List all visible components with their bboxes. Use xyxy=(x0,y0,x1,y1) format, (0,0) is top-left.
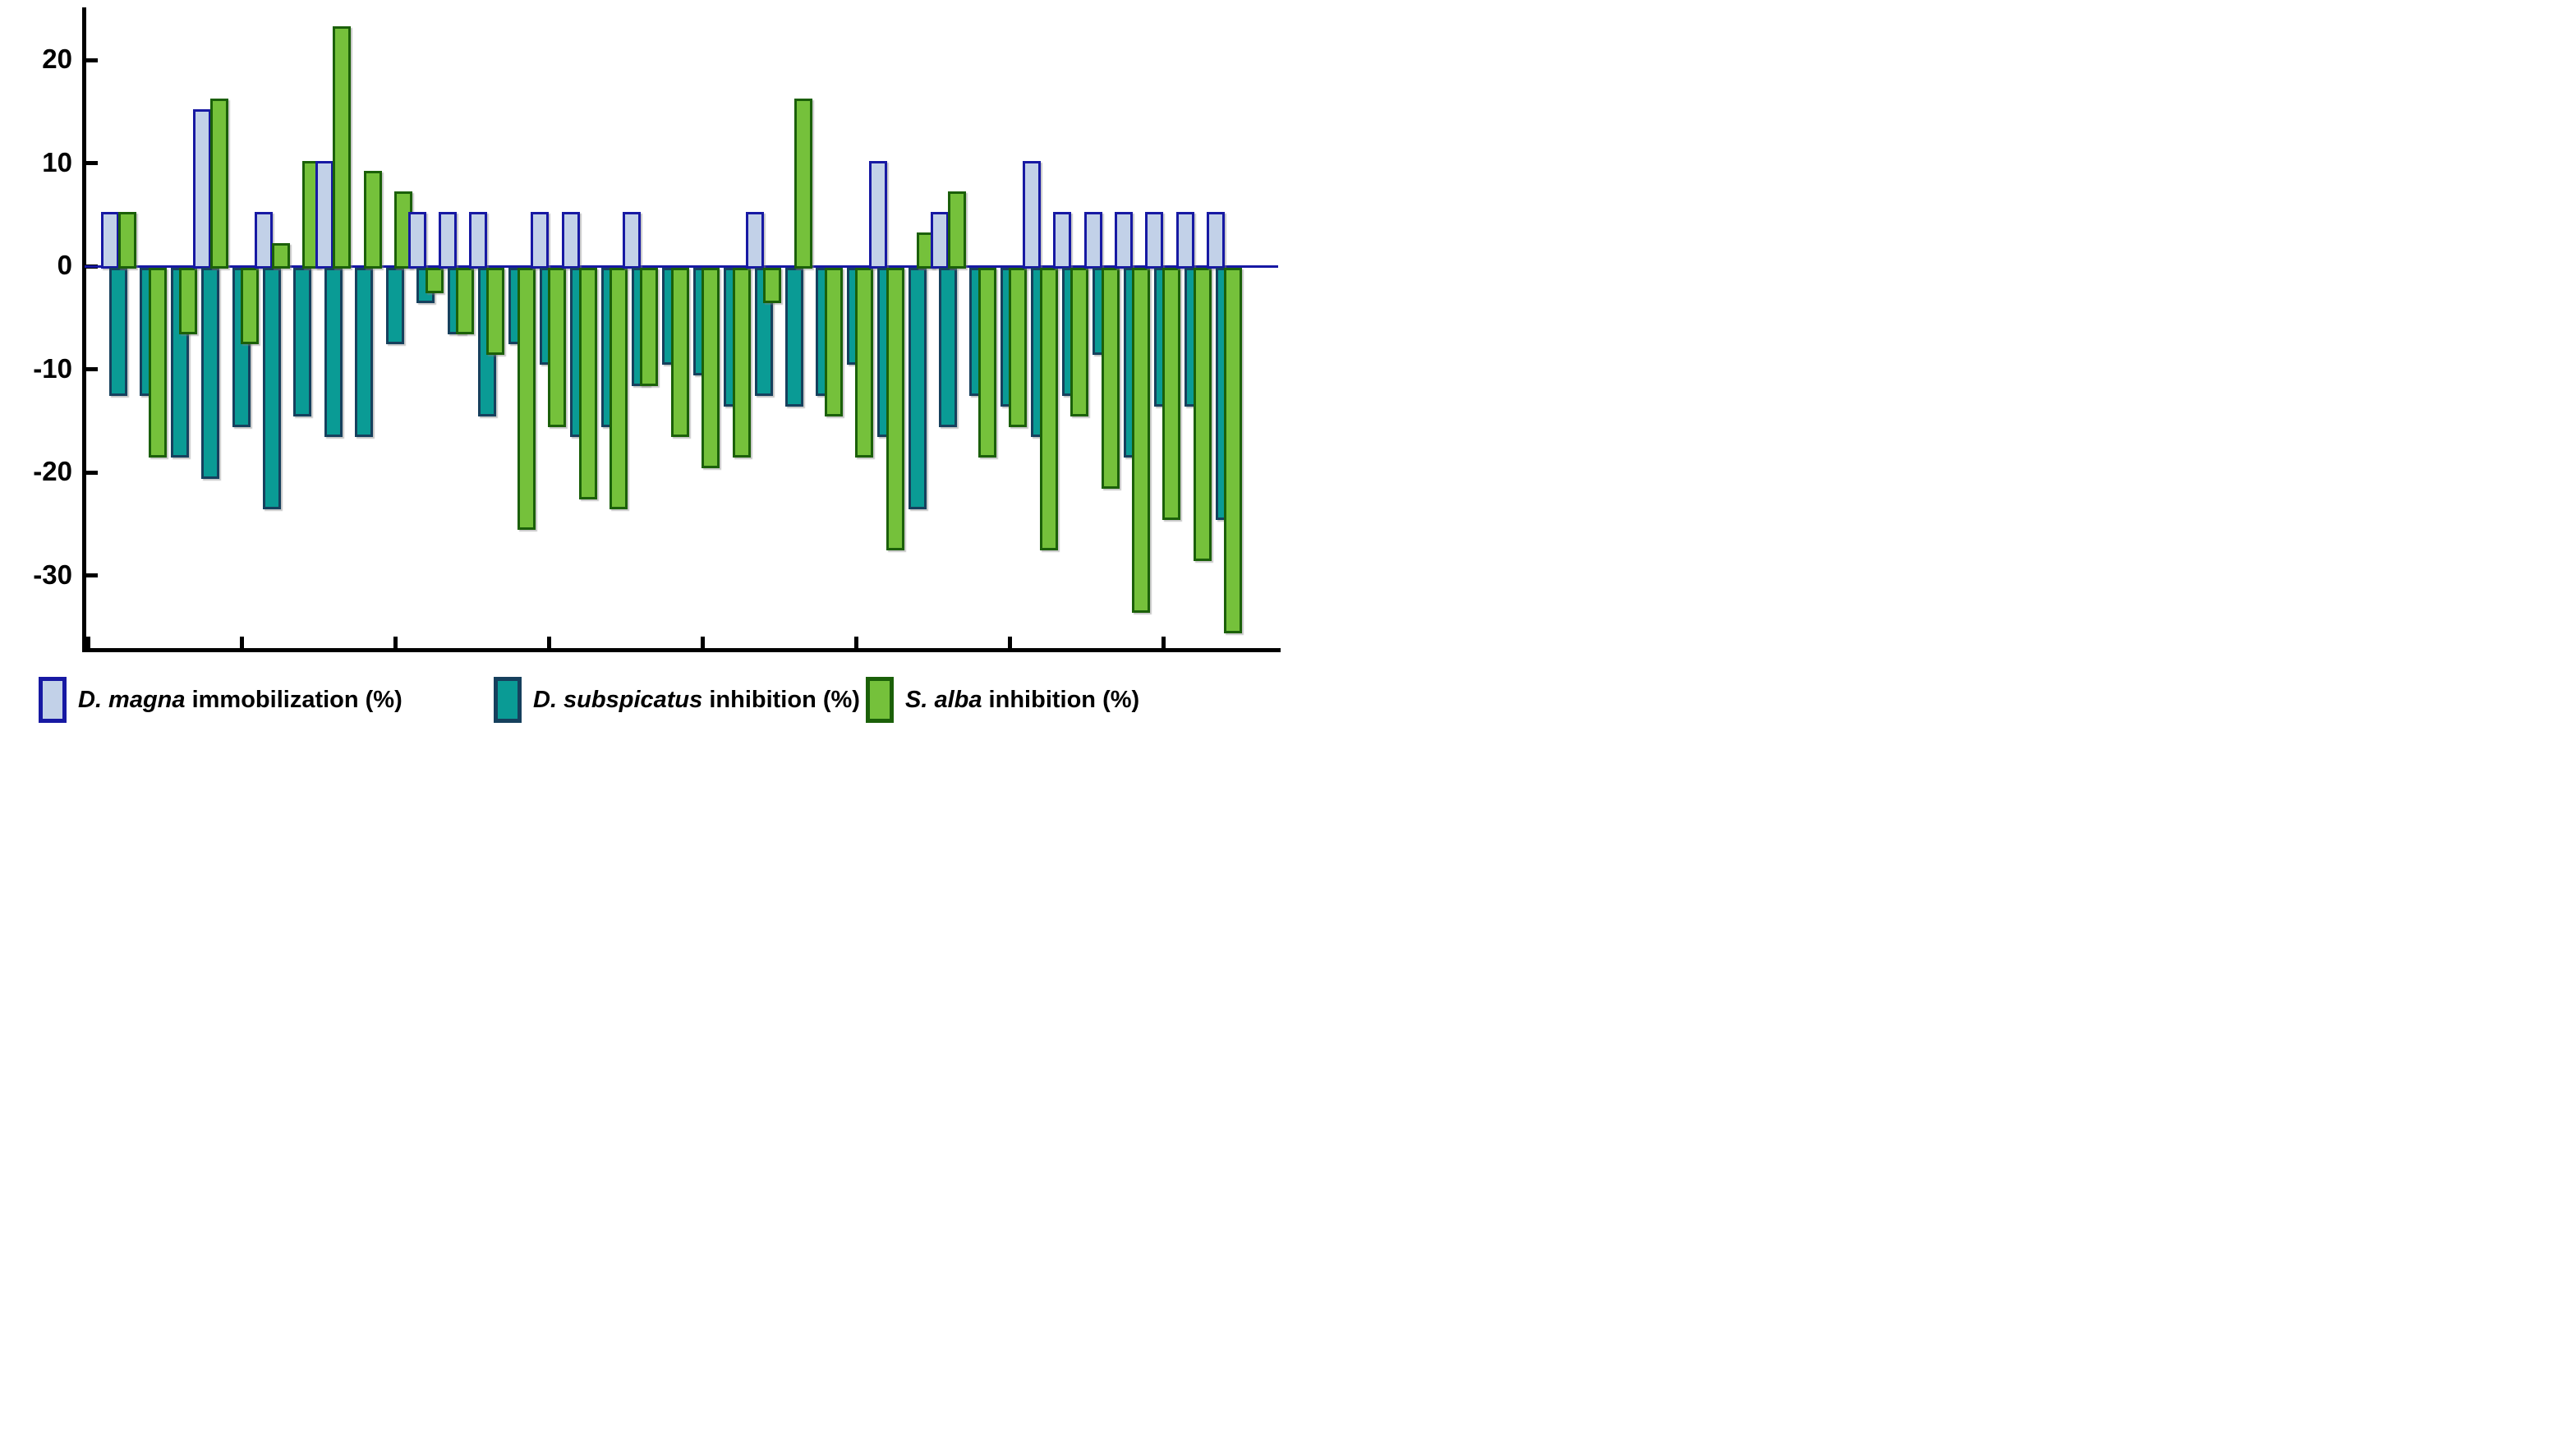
bar-d-magna xyxy=(868,160,887,269)
y-tick xyxy=(86,161,98,165)
bar-s-alba xyxy=(702,267,720,468)
bar-d-subspicatus xyxy=(939,267,958,427)
bar-s-alba xyxy=(1162,267,1181,520)
bar-d-magna xyxy=(469,212,488,269)
bar-d-magna xyxy=(561,212,580,269)
bar-s-alba xyxy=(456,267,474,334)
bar-d-magna xyxy=(439,212,457,269)
x-tick xyxy=(1161,637,1166,648)
bar-d-magna xyxy=(1083,212,1102,269)
bar-d-subspicatus xyxy=(201,267,220,479)
bar-s-alba xyxy=(1039,267,1058,551)
bar-s-alba xyxy=(548,267,567,427)
bar-d-subspicatus xyxy=(385,267,404,345)
bar-d-subspicatus xyxy=(908,267,927,510)
bar-d-subspicatus xyxy=(293,267,312,417)
bar-d-subspicatus xyxy=(324,267,343,438)
bar-s-alba xyxy=(794,99,812,269)
bar-d-magna xyxy=(1022,160,1041,269)
bar-s-alba xyxy=(363,171,382,269)
x-axis xyxy=(82,648,1281,652)
legend-label-d-magna: D. magna immobilization (%) xyxy=(78,686,402,713)
bar-s-alba xyxy=(1009,267,1028,427)
bar-d-subspicatus xyxy=(785,267,804,407)
y-axis xyxy=(82,7,86,652)
bar-s-alba xyxy=(640,267,659,386)
bar-s-alba xyxy=(670,267,689,438)
bar-d-magna xyxy=(100,212,119,269)
legend-item-d-magna: D. magna immobilization (%) xyxy=(39,675,402,724)
bar-s-alba xyxy=(978,267,996,458)
bar-d-magna xyxy=(192,108,211,269)
y-tick-label: -20 xyxy=(33,456,72,487)
x-tick xyxy=(1007,637,1012,648)
bar-s-alba xyxy=(1224,267,1243,633)
bar-s-alba xyxy=(179,267,198,334)
bar-d-magna xyxy=(1175,212,1194,269)
bar-d-magna xyxy=(1145,212,1164,269)
bar-s-alba xyxy=(333,26,352,269)
bar-s-alba xyxy=(610,267,628,510)
y-tick-label: 0 xyxy=(57,250,72,281)
bar-s-alba xyxy=(732,267,751,458)
bar-s-alba xyxy=(578,267,597,499)
bar-s-alba xyxy=(947,191,966,269)
bar-s-alba xyxy=(1101,267,1120,490)
bar-s-alba xyxy=(209,99,228,269)
chart-figure: 20 10 0 -10 -20 -30 D. magna immobilization (… xyxy=(0,0,1288,724)
y-tick xyxy=(86,367,98,371)
legend-label-s-alba: S. alba inhibition (%) xyxy=(905,686,1140,713)
bar-s-alba xyxy=(824,267,843,417)
bar-d-magna xyxy=(930,212,949,269)
bar-s-alba xyxy=(271,242,290,269)
legend-item-d-subspicatus: D. subspicatus inhibition (%) xyxy=(494,675,860,724)
bar-s-alba xyxy=(1070,267,1089,417)
y-tick xyxy=(86,58,98,62)
bar-s-alba xyxy=(763,267,782,304)
bar-s-alba xyxy=(1193,267,1212,561)
y-tick-label: 20 xyxy=(42,44,72,75)
x-tick xyxy=(853,637,858,648)
bar-d-magna xyxy=(623,212,642,269)
legend-item-s-alba: S. alba inhibition (%) xyxy=(866,675,1139,724)
bar-d-magna xyxy=(254,212,273,269)
bar-s-alba xyxy=(425,267,444,293)
bar-d-magna xyxy=(1115,212,1134,269)
y-tick-label: -10 xyxy=(33,352,72,384)
y-tick xyxy=(86,573,98,577)
bar-d-magna xyxy=(1207,212,1226,269)
bar-d-magna xyxy=(315,160,334,269)
bar-s-alba xyxy=(486,267,505,355)
x-tick xyxy=(85,637,90,648)
plot-area: 20 10 0 -10 -20 -30 xyxy=(0,0,1288,674)
bar-d-subspicatus xyxy=(355,267,374,438)
zero-line xyxy=(84,264,1278,268)
legend-swatch-d-subspicatus xyxy=(494,677,522,723)
legend: D. magna immobilization (%) D. subspicat… xyxy=(0,675,1288,724)
y-tick-label: -30 xyxy=(33,559,72,590)
bar-d-magna xyxy=(746,212,765,269)
x-tick xyxy=(239,637,244,648)
bar-s-alba xyxy=(117,212,136,269)
y-tick xyxy=(86,470,98,475)
x-tick xyxy=(393,637,398,648)
bar-d-magna xyxy=(407,212,426,269)
x-tick xyxy=(700,637,705,648)
bar-s-alba xyxy=(1132,267,1151,613)
bar-s-alba xyxy=(517,267,536,531)
bar-s-alba xyxy=(855,267,874,458)
legend-label-d-subspicatus: D. subspicatus inhibition (%) xyxy=(533,686,860,713)
bar-s-alba xyxy=(241,267,260,345)
x-tick xyxy=(546,637,551,648)
bar-d-magna xyxy=(531,212,550,269)
bar-s-alba xyxy=(886,267,904,551)
bar-s-alba xyxy=(148,267,167,458)
bar-d-subspicatus xyxy=(263,267,282,510)
y-tick-label: 10 xyxy=(42,146,72,177)
bar-d-magna xyxy=(1053,212,1072,269)
legend-swatch-s-alba xyxy=(866,677,894,723)
bar-d-subspicatus xyxy=(109,267,127,397)
legend-swatch-d-magna xyxy=(39,677,67,723)
